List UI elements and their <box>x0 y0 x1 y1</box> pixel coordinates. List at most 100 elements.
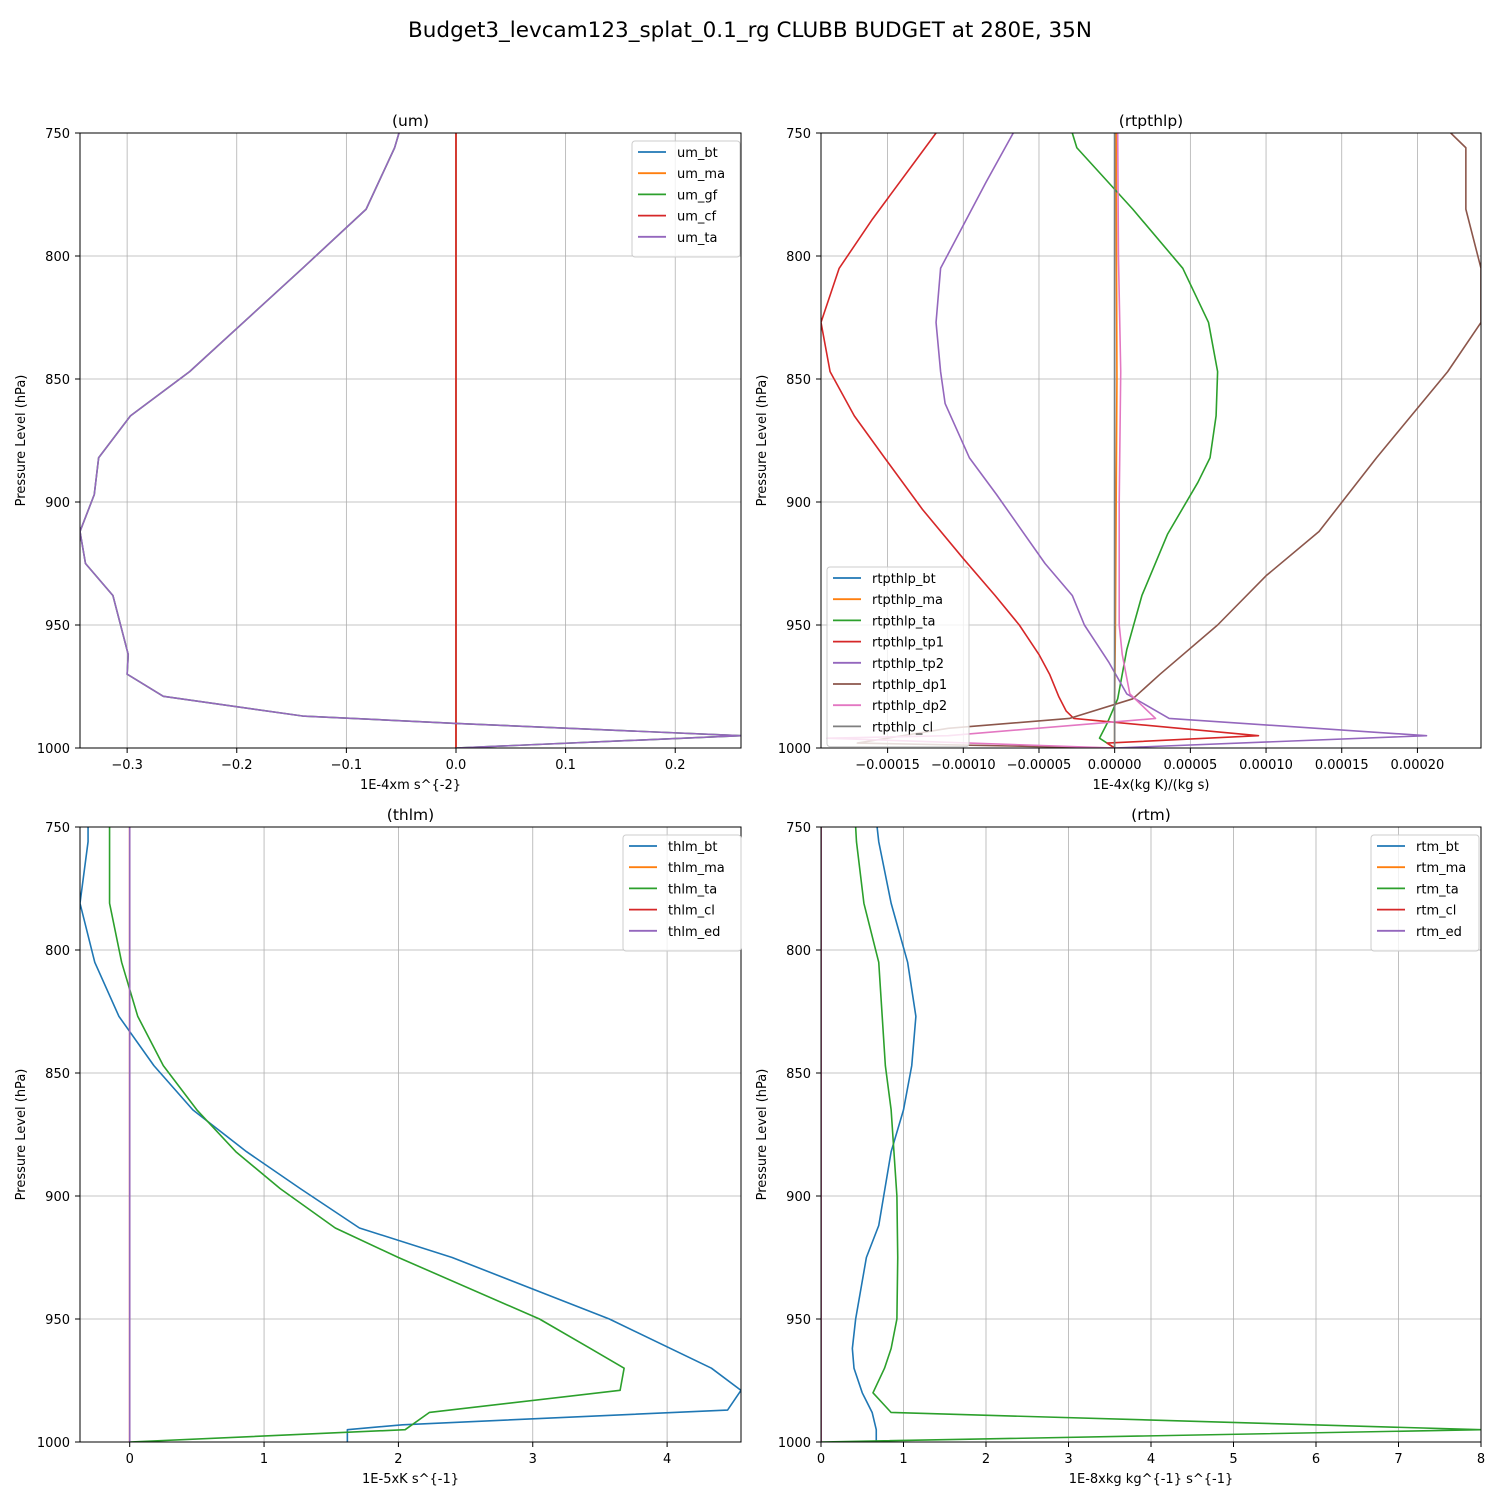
x-tick-label: 4 <box>1147 1452 1155 1467</box>
legend-label: rtpthlp_cl <box>872 720 933 735</box>
legend-box <box>1370 834 1480 952</box>
legend-label: rtm_ta <box>1416 882 1459 897</box>
y-axis-label: Pressure Level (hPa) <box>14 1069 29 1201</box>
x-axis-label: 1E-5xK s^{-1} <box>362 1472 459 1487</box>
y-tick-label: 800 <box>786 944 811 959</box>
legend-box <box>622 834 742 952</box>
y-tick-label: 750 <box>786 127 811 142</box>
subplot-title: (um) <box>392 112 429 130</box>
legend: um_bt um_ma um_gf um_cf um_ta <box>631 140 741 258</box>
x-tick-label: 0.00015 <box>1315 758 1369 773</box>
x-tick-label: 0.00010 <box>1239 758 1293 773</box>
y-tick-label: 1000 <box>37 1436 70 1451</box>
figure-title: Budget3_levcam123_splat_0.1_rg CLUBB BUD… <box>408 18 1092 43</box>
y-tick-label: 750 <box>45 821 70 836</box>
series-line-rtm_bt <box>851 827 917 1442</box>
legend-label: thlm_ta <box>668 882 717 897</box>
series-line-thlm_bt <box>80 827 741 1442</box>
x-tick-label: 0.00005 <box>1163 758 1217 773</box>
y-tick-label: 1000 <box>37 742 70 757</box>
y-tick-label: 850 <box>45 373 70 388</box>
y-tick-label: 950 <box>786 619 811 634</box>
legend-label: rtpthlp_dp2 <box>872 699 947 714</box>
x-tick-label: −0.1 <box>331 758 363 773</box>
axes-frame <box>820 132 1482 749</box>
y-tick-label: 900 <box>45 496 70 511</box>
x-tick-label: 4 <box>663 1452 671 1467</box>
y-tick-label: 800 <box>45 944 70 959</box>
subplot-title: (rtm) <box>1131 806 1171 824</box>
y-tick-label: 750 <box>45 127 70 142</box>
y-tick-label: 750 <box>786 821 811 836</box>
x-tick-label: 0.00000 <box>1088 758 1142 773</box>
legend-label: um_cf <box>677 210 717 225</box>
y-tick-label: 900 <box>786 496 811 511</box>
y-tick-label: 950 <box>786 1313 811 1328</box>
x-tick-label: 7 <box>1394 1452 1402 1467</box>
legend-label: thlm_cl <box>668 904 715 919</box>
legend: thlm_bt thlm_ma thlm_ta thlm_cl thlm_ed <box>622 834 742 952</box>
series-line-rtpthlp_tp2 <box>935 133 1428 748</box>
y-tick-label: 800 <box>45 250 70 265</box>
y-tick-label: 850 <box>786 1067 811 1082</box>
x-tick-label: 6 <box>1312 1452 1320 1467</box>
legend-box <box>826 566 970 748</box>
legend-label: rtm_ma <box>1416 861 1466 876</box>
y-tick-label: 850 <box>45 1067 70 1082</box>
x-tick-label: 0 <box>817 1452 825 1467</box>
y-tick-label: 950 <box>45 1313 70 1328</box>
y-axis-label: Pressure Level (hPa) <box>755 375 770 507</box>
subplot-title: (thlm) <box>387 806 434 824</box>
x-axis-label: 1E-4xm s^{-2} <box>360 778 461 793</box>
x-tick-label: 0.0 <box>446 758 467 773</box>
y-axis-label: Pressure Level (hPa) <box>14 375 29 507</box>
x-tick-label: −0.00015 <box>855 758 920 773</box>
legend-label: rtpthlp_bt <box>872 572 936 587</box>
x-tick-label: 0 <box>126 1452 134 1467</box>
series-line-rtpthlp_dp1 <box>856 133 1481 748</box>
subplot-0: −0.3 −0.2 −0.1 0.0 0.1 0.2 750 800 850 900 950 1000… <box>14 112 742 793</box>
legend-box <box>631 140 741 258</box>
x-tick-label: 0.00020 <box>1391 758 1445 773</box>
legend-label: rtm_ed <box>1416 925 1462 940</box>
x-axis-label: 1E-4x(kg K)/(kg s) <box>1093 778 1210 793</box>
x-tick-label: −0.2 <box>221 758 253 773</box>
x-tick-label: −0.00010 <box>931 758 996 773</box>
legend-label: um_ta <box>677 231 717 246</box>
y-tick-label: 1000 <box>778 1436 811 1451</box>
x-tick-label: 2 <box>394 1452 402 1467</box>
y-tick-label: 900 <box>45 1190 70 1205</box>
legend-label: rtpthlp_ta <box>872 614 935 629</box>
axes-frame <box>79 132 742 749</box>
series-line-um_ta <box>80 133 741 748</box>
y-tick-label: 800 <box>786 250 811 265</box>
legend-label: um_ma <box>677 167 725 182</box>
subplot-2: 0 1 2 3 4 750 800 850 900 950 1000 (thlm) 1E-5xK s^{… <box>14 806 742 1487</box>
x-tick-label: 1 <box>260 1452 268 1467</box>
y-tick-label: 950 <box>45 619 70 634</box>
x-axis-label: 1E-8xkg kg^{-1} s^{-1} <box>1069 1472 1234 1487</box>
legend-label: thlm_bt <box>668 840 717 855</box>
legend: rtm_bt rtm_ma rtm_ta rtm_cl rtm_ed <box>1370 834 1480 952</box>
x-tick-label: 8 <box>1477 1452 1485 1467</box>
y-tick-label: 900 <box>786 1190 811 1205</box>
legend-label: rtpthlp_tp1 <box>872 636 944 651</box>
x-tick-label: 5 <box>1229 1452 1237 1467</box>
subplot-1: −0.00015 −0.00010 −0.00005 0.00000 0.00005 0.… <box>755 112 1482 793</box>
x-tick-label: 1 <box>899 1452 907 1467</box>
series-line-rtpthlp_ta <box>1071 133 1219 748</box>
legend-label: rtm_bt <box>1416 840 1459 855</box>
series-line-rtm_ta <box>821 827 1481 1442</box>
y-tick-label: 850 <box>786 373 811 388</box>
x-tick-label: 2 <box>982 1452 990 1467</box>
legend-label: rtm_cl <box>1416 904 1456 919</box>
subplot-title: (rtpthlp) <box>1119 112 1183 130</box>
legend-label: thlm_ed <box>668 925 720 940</box>
x-tick-label: 0.1 <box>555 758 576 773</box>
legend-label: um_bt <box>677 146 718 161</box>
legend-label: um_gf <box>677 188 718 203</box>
axes-frame <box>79 826 742 1443</box>
subplot-3: 0 1 2 3 4 5 6 7 8 750 800 850 900 950 1000 (rtm) 1E-8xkg… <box>755 806 1485 1487</box>
x-tick-label: −0.3 <box>111 758 143 773</box>
